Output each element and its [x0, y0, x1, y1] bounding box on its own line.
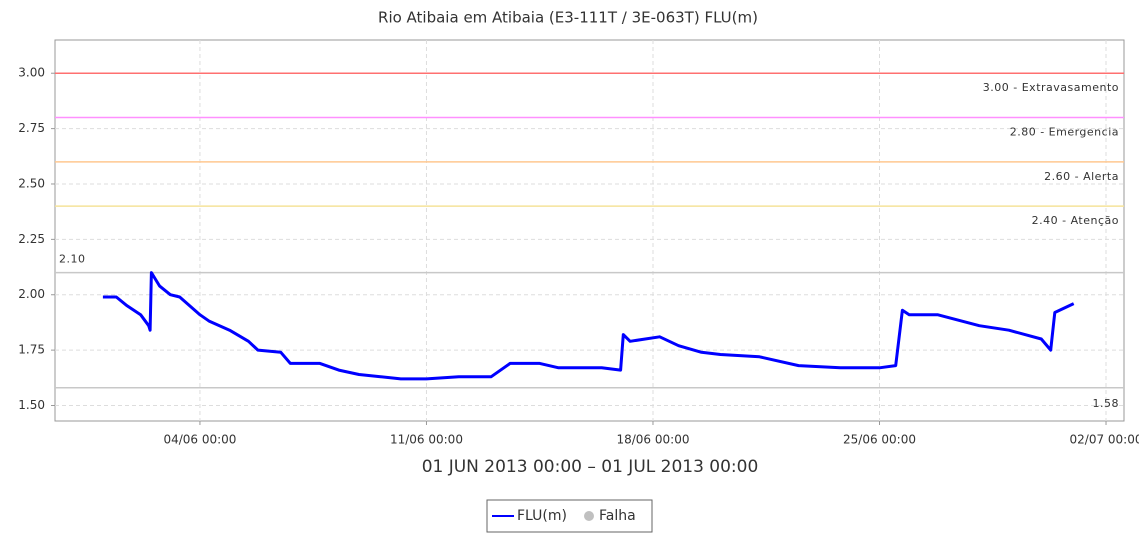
y-tick-label: 2.75	[18, 121, 45, 135]
y-tick-label: 1.75	[18, 343, 45, 357]
threshold-label: 2.60 - Alerta	[1044, 170, 1119, 183]
x-tick-label: 25/06 00:00	[843, 433, 916, 447]
plot-area	[54, 39, 1125, 422]
min-label: 1.58	[1093, 397, 1120, 410]
y-tick-label: 2.50	[18, 176, 45, 190]
y-tick-label: 1.50	[18, 398, 45, 412]
legend-label: FLU(m)	[517, 508, 567, 524]
x-axis-subtitle: 01 JUN 2013 00:00 – 01 JUL 2013 00:00	[422, 457, 759, 477]
chart-title: Rio Atibaia em Atibaia (E3-111T / 3E-063…	[378, 9, 758, 27]
x-tick-label: 18/06 00:00	[616, 433, 689, 447]
y-tick-label: 3.00	[18, 66, 45, 80]
legend-box	[486, 499, 653, 533]
legend-label: Falha	[599, 508, 636, 524]
y-tick-label: 2.25	[18, 232, 45, 246]
x-tick-label: 02/07 00:00	[1070, 433, 1139, 447]
data-line	[102, 271, 1075, 381]
legend-dot	[584, 511, 594, 521]
threshold-label: 2.40 - Atenção	[1032, 214, 1119, 227]
threshold-label: 2.80 - Emergencia	[1010, 126, 1119, 139]
x-tick-label: 04/06 00:00	[163, 433, 236, 447]
x-tick-label: 11/06 00:00	[390, 433, 463, 447]
max-label: 2.10	[59, 253, 86, 266]
y-tick-label: 2.00	[18, 287, 45, 301]
threshold-label: 3.00 - Extravasamento	[983, 81, 1119, 94]
